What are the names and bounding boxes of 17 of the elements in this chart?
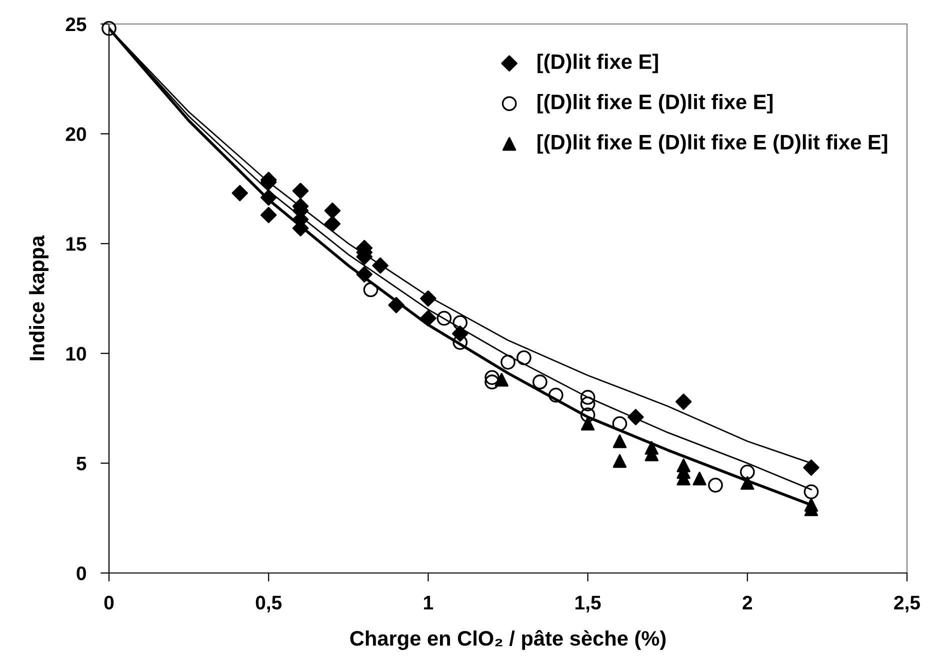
y-tick-label: 0 <box>76 566 86 580</box>
x-tick-label: 0 <box>104 596 114 610</box>
y-tick-label: 25 <box>66 17 86 32</box>
y-tick-label: 5 <box>76 456 86 470</box>
legend-label: [(D)lit fixe E (D)lit fixe E (D)lit fixe E] <box>538 134 888 154</box>
y-tick-label: 10 <box>66 346 86 361</box>
x-tick-label: 1 <box>424 596 434 610</box>
legend-label: [(D)lit fixe E] <box>538 54 658 74</box>
x-tick-label: 1,5 <box>576 596 601 612</box>
y-tick-label: 20 <box>66 127 86 142</box>
x-tick-label: 2 <box>742 596 752 610</box>
legend-label: [(D)lit fixe E (D)lit fixe E] <box>538 94 773 114</box>
y-tick-label: 15 <box>66 237 86 251</box>
x-tick-label: 2,5 <box>894 596 920 612</box>
y-axis-title: Indice kappa <box>29 235 48 360</box>
x-tick-label: 0,5 <box>256 596 282 612</box>
x-axis-title: Charge en ClO₂ / pâte sèche (%) <box>350 630 666 650</box>
